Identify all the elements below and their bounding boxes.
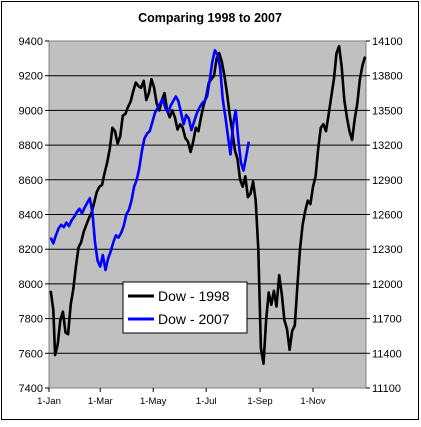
right-tick-label: 13500 [372,105,403,117]
x-tick-label: 1-Nov [300,396,326,407]
left-axis: 7400 7600 7800 8000 8200 8400 8600 8800 9000 9200… [19,36,49,395]
series-line-dow-2007 [49,48,251,272]
chart-title: Comparing 1998 to 2007 [138,11,282,25]
legend-label-dow-2007: Dow - 2007 [158,311,230,327]
left-tick-label: 7800 [19,314,43,326]
x-tick-label: 1-Jan [37,396,61,407]
left-tick-label: 8800 [19,140,43,152]
right-tick-label: 11700 [372,314,402,326]
left-tick-label: 9200 [19,71,43,83]
left-tick-label: 9000 [19,105,43,117]
right-tick-label: 14100 [372,36,403,48]
legend: Dow - 1998 Dow - 2007 [122,281,248,334]
right-tick-label: 12300 [372,244,403,256]
right-tick-label: 13200 [372,140,403,152]
x-tick-label: 1-Jul [196,396,217,407]
right-tick-label: 12600 [372,210,403,222]
right-axis: 11100 11400 11700 12000 12300 12600 12900 13200… [366,36,403,395]
left-tick-label: 9400 [19,36,43,48]
right-tick-label: 11400 [372,348,402,360]
legend-label-dow-1998: Dow - 1998 [158,288,230,304]
legend-box [122,281,248,334]
left-tick-label: 8000 [19,279,43,291]
left-tick-label: 7400 [19,383,43,395]
right-tick-label: 12900 [372,175,403,187]
left-tick-label: 8200 [19,244,43,256]
right-tick-label: 13800 [372,71,403,83]
right-tick-label: 11100 [372,383,401,395]
left-tick-label: 8600 [19,175,43,187]
left-tick-label: 7600 [19,348,43,360]
x-tick-label: 1-Sep [247,396,272,407]
x-axis: 1-Jan 1-Mar 1-May 1-Jul 1-Sep 1-Nov [37,388,326,407]
x-tick-label: 1-May [140,396,167,407]
x-tick-label: 1-Mar [88,396,113,407]
right-tick-label: 12000 [372,279,403,291]
left-tick-label: 8400 [19,210,43,222]
series-layer [49,44,367,366]
